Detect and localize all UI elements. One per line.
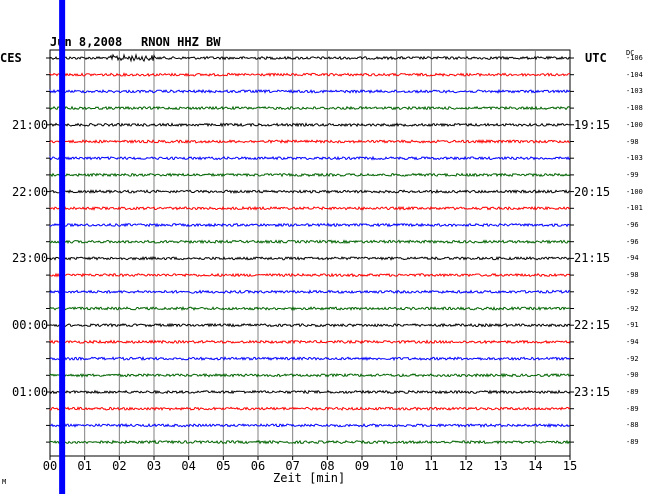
left-time-label: 00:00	[12, 318, 49, 333]
right-time-label: 22:15	[574, 318, 611, 333]
trace-line	[49, 305, 571, 312]
x-tick-label: 11	[424, 459, 439, 473]
dc-value: -100	[626, 120, 643, 129]
x-tick-label: 08	[320, 459, 335, 473]
right-time-label: 21:15	[574, 251, 611, 266]
right-time-label: 19:15	[574, 117, 611, 132]
dc-value: -88	[626, 421, 639, 430]
dc-value: -92	[626, 354, 639, 363]
trace-line	[49, 406, 571, 412]
dc-value: -100	[626, 187, 643, 196]
left-timezone-label: CES	[0, 51, 22, 65]
header-date: Jun 8,2008	[50, 35, 123, 49]
dc-value: -104	[626, 70, 643, 79]
x-tick-label: 14	[528, 459, 543, 473]
trace-line	[49, 88, 571, 94]
x-tick-label: 09	[354, 459, 370, 473]
trace-line	[49, 272, 571, 278]
x-axis-label: Zeit [min]	[273, 471, 346, 485]
time-marker-bar	[59, 0, 66, 494]
trace-line	[49, 289, 571, 295]
trace-line	[49, 105, 571, 111]
dc-header-label: DC	[626, 49, 635, 57]
dc-value: -92	[626, 287, 639, 296]
dc-value: -99	[626, 170, 639, 179]
left-time-label: 01:00	[12, 385, 49, 399]
x-tick-label: 13	[493, 459, 508, 473]
x-tick-label: 10	[389, 459, 404, 473]
dc-value: -89	[626, 388, 639, 396]
footer-mark: M	[2, 478, 7, 486]
dc-value: -96	[626, 237, 639, 246]
x-tick-label: 02	[112, 459, 127, 473]
trace-line	[49, 389, 571, 395]
x-tick-label: 01	[77, 459, 92, 473]
x-tick-label: 06	[250, 459, 266, 473]
dc-value: -98	[626, 271, 639, 280]
dc-value: -103	[626, 154, 643, 163]
dc-value: -101	[626, 204, 643, 213]
trace-line	[49, 439, 571, 445]
trace-line	[49, 122, 571, 128]
trace-line	[49, 255, 571, 261]
left-time-label: 21:00	[12, 117, 49, 132]
dc-value: -92	[626, 304, 639, 313]
trace-line	[49, 172, 571, 178]
dc-value: -94	[626, 337, 639, 346]
trace-line	[49, 155, 571, 161]
x-tick-label: 12	[458, 459, 474, 473]
trace-line	[49, 139, 571, 144]
x-tick-label: 04	[181, 459, 196, 473]
trace-line	[49, 339, 571, 345]
x-tick-label: 07	[285, 459, 300, 473]
trace-line	[49, 322, 571, 328]
plot-frame	[49, 49, 571, 457]
dc-value: -103	[626, 87, 643, 96]
dc-value: -98	[626, 137, 639, 146]
right-time-label: 20:15	[574, 184, 611, 199]
x-tick-label: 05	[216, 459, 231, 473]
trace-line	[49, 422, 571, 428]
dc-value: -90	[626, 371, 639, 380]
x-tick-label: 03	[146, 459, 162, 473]
dc-value: -89	[626, 438, 639, 447]
header-station: RNON HHZ BW	[141, 35, 221, 49]
trace-line	[49, 239, 571, 245]
dc-value: -106	[626, 54, 643, 62]
dc-value: -108	[626, 104, 643, 113]
dc-value: -89	[626, 404, 639, 413]
trace-line	[49, 189, 571, 195]
right-time-label: 23:15	[574, 385, 611, 399]
trace-line	[49, 205, 571, 211]
trace-line	[49, 72, 571, 78]
right-timezone-label: UTC	[585, 51, 607, 65]
dc-value: -91	[626, 321, 639, 330]
trace-line	[49, 53, 571, 63]
left-time-label: 23:00	[12, 251, 49, 266]
x-tick-label: 00	[42, 459, 58, 473]
trace-line	[49, 372, 571, 378]
trace-line	[49, 355, 571, 362]
dc-value: -94	[626, 254, 639, 263]
left-time-label: 22:00	[12, 184, 49, 199]
dc-value: -96	[626, 221, 639, 229]
trace-line	[49, 222, 570, 228]
x-tick-label: 15	[562, 459, 578, 473]
